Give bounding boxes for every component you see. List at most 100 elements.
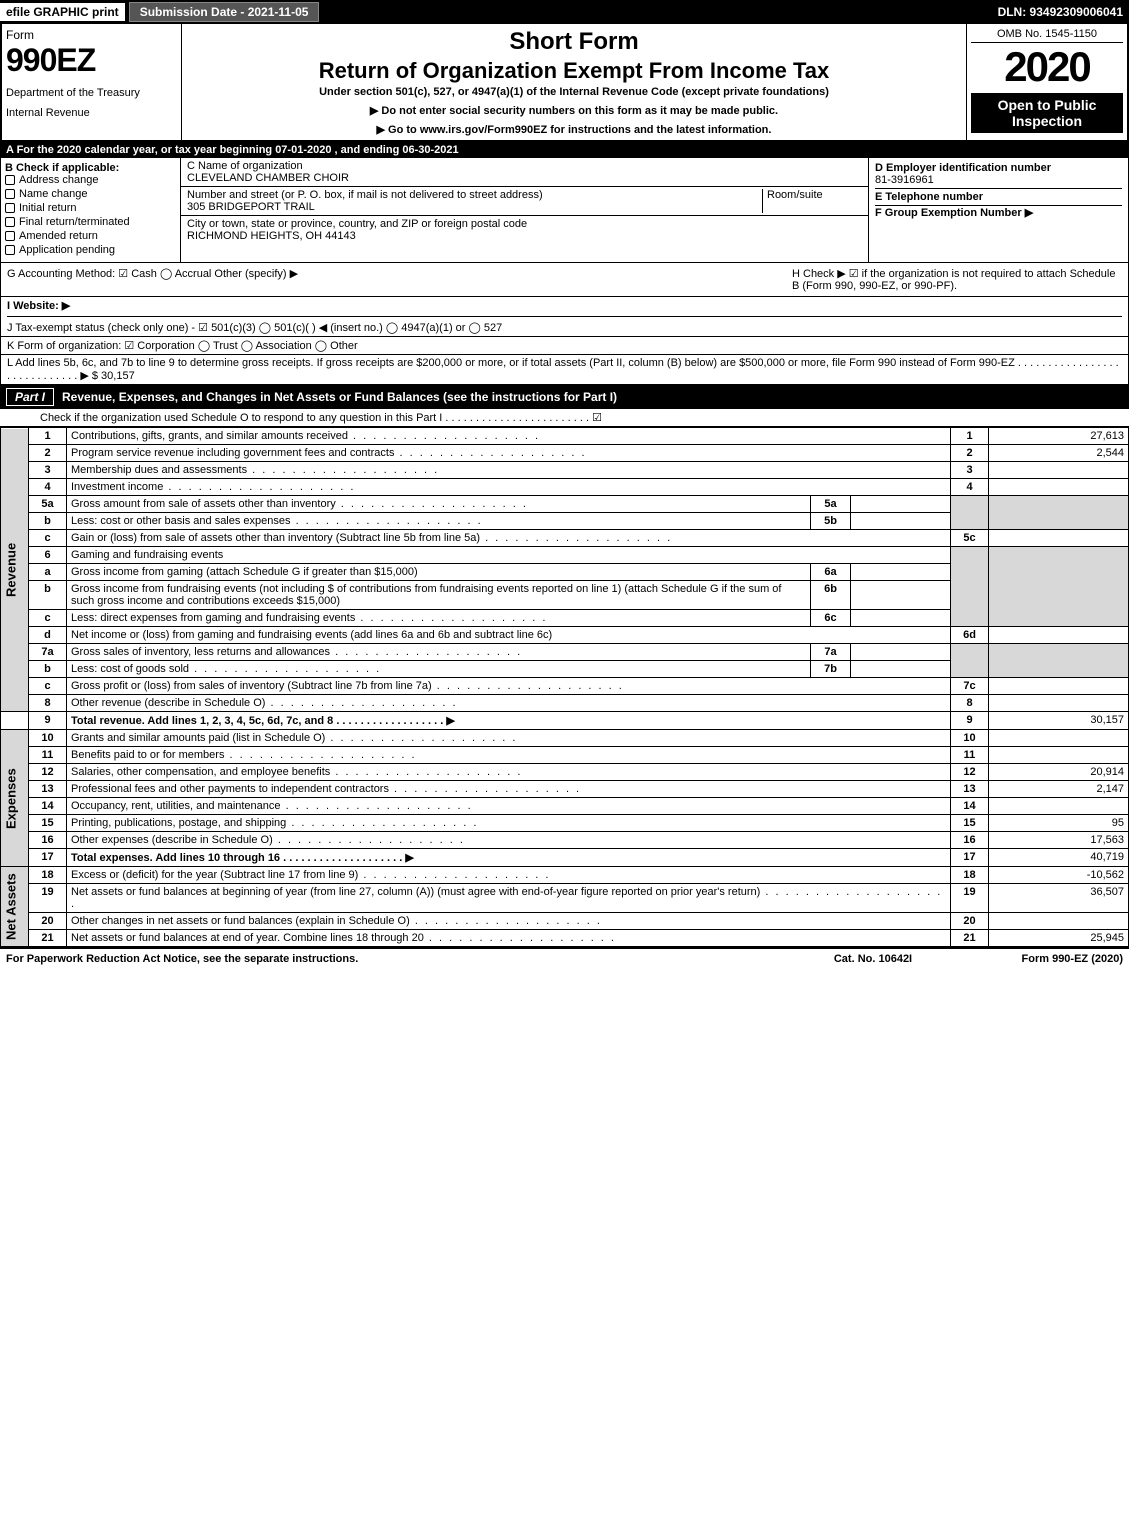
group-exemption-row: F Group Exemption Number ▶ <box>875 206 1122 219</box>
line-num: 21 <box>29 930 67 947</box>
line-desc: Gross amount from sale of assets other t… <box>71 498 336 510</box>
line-desc: Other changes in net assets or fund bala… <box>71 915 410 927</box>
line-desc: Grants and similar amounts paid (list in… <box>71 732 325 744</box>
sub-line-ref: 6c <box>811 610 851 627</box>
line-desc: Gross sales of inventory, less returns a… <box>71 646 330 658</box>
line-amount <box>989 678 1129 695</box>
line-num: c <box>29 610 67 627</box>
line-amount: 25,945 <box>989 930 1129 947</box>
line-num: 14 <box>29 798 67 815</box>
sub-line-ref: 5b <box>811 513 851 530</box>
checkbox-icon[interactable] <box>5 231 15 241</box>
line-amount <box>989 730 1129 747</box>
line-num: c <box>29 530 67 547</box>
line-ref: 6d <box>951 627 989 644</box>
sub-line-val <box>851 644 951 661</box>
dept-irs: Internal Revenue <box>6 107 177 119</box>
line-num: 8 <box>29 695 67 712</box>
line-desc: Gain or (loss) from sale of assets other… <box>71 532 480 544</box>
shade-cell <box>951 644 989 678</box>
line-amount: 30,157 <box>989 712 1129 730</box>
checkbox-icon[interactable] <box>5 203 15 213</box>
part-1-label: Part I <box>6 388 54 406</box>
chk-label: Initial return <box>19 202 76 214</box>
line-desc: Less: direct expenses from gaming and fu… <box>71 612 355 624</box>
chk-amended-return[interactable]: Amended return <box>5 230 176 242</box>
sub-line-val <box>851 661 951 678</box>
line-desc: Gross income from gaming (attach Schedul… <box>71 566 418 578</box>
goto-link[interactable]: ▶ Go to www.irs.gov/Form990EZ for instru… <box>190 123 958 136</box>
accounting-method: G Accounting Method: ☑ Cash ◯ Accrual Ot… <box>7 267 792 292</box>
line-num: 17 <box>29 849 67 867</box>
line-num: b <box>29 513 67 530</box>
header-center: Short Form Return of Organization Exempt… <box>182 24 967 140</box>
col-b-header: B Check if applicable: <box>5 162 176 174</box>
chk-final-return[interactable]: Final return/terminated <box>5 216 176 228</box>
line-desc: Printing, publications, postage, and shi… <box>71 817 286 829</box>
efile-label[interactable]: efile GRAPHIC print <box>0 3 125 21</box>
checkbox-icon[interactable] <box>5 217 15 227</box>
website-label: I Website: ▶ <box>7 300 70 312</box>
line-amount: 95 <box>989 815 1129 832</box>
checkbox-icon[interactable] <box>5 175 15 185</box>
line-ref: 2 <box>951 445 989 462</box>
line-desc: Contributions, gifts, grants, and simila… <box>71 430 348 442</box>
row-i: I Website: ▶ J Tax-exempt status (check … <box>0 297 1129 337</box>
footer-cat-no: Cat. No. 10642I <box>803 953 943 965</box>
chk-address-change[interactable]: Address change <box>5 174 176 186</box>
line-desc: Net assets or fund balances at beginning… <box>71 886 760 898</box>
sub-line-val <box>851 610 951 627</box>
line-ref: 14 <box>951 798 989 815</box>
chk-label: Final return/terminated <box>19 216 130 228</box>
line-amount <box>989 798 1129 815</box>
chk-initial-return[interactable]: Initial return <box>5 202 176 214</box>
line-desc: Other expenses (describe in Schedule O) <box>71 834 273 846</box>
line-amount <box>989 695 1129 712</box>
line-num: d <box>29 627 67 644</box>
shade-cell <box>951 496 989 530</box>
line-desc: Benefits paid to or for members <box>71 749 224 761</box>
c-label: C Name of organization <box>187 160 862 172</box>
goto-link-text[interactable]: ▶ Go to www.irs.gov/Form990EZ for instru… <box>377 124 772 136</box>
line-amount: 2,147 <box>989 781 1129 798</box>
form-header: Form 990EZ Department of the Treasury In… <box>0 24 1129 142</box>
shade-cell <box>989 644 1129 678</box>
line-num: b <box>29 661 67 678</box>
line-desc: Excess or (deficit) for the year (Subtra… <box>71 869 358 881</box>
line-ref: 13 <box>951 781 989 798</box>
part-1-title: Revenue, Expenses, and Changes in Net As… <box>62 390 1123 404</box>
chk-application-pending[interactable]: Application pending <box>5 244 176 256</box>
line-ref: 18 <box>951 867 989 884</box>
line-num: 16 <box>29 832 67 849</box>
line-ref: 17 <box>951 849 989 867</box>
line-num: 7a <box>29 644 67 661</box>
line-ref: 8 <box>951 695 989 712</box>
submission-date[interactable]: Submission Date - 2021-11-05 <box>129 2 320 22</box>
shade-cell <box>989 547 1129 627</box>
line-num: 10 <box>29 730 67 747</box>
checkbox-icon[interactable] <box>5 245 15 255</box>
line-desc: Investment income <box>71 481 163 493</box>
row-l-gross-receipts: L Add lines 5b, 6c, and 7b to line 9 to … <box>0 355 1129 385</box>
line-num: 20 <box>29 913 67 930</box>
line-num: 6 <box>29 547 67 564</box>
room-suite-label: Room/suite <box>762 189 862 213</box>
line-num: 19 <box>29 884 67 913</box>
part-1-header: Part I Revenue, Expenses, and Changes in… <box>0 385 1129 409</box>
revenue-side-label: Revenue <box>1 428 29 712</box>
form-word: Form <box>6 28 177 42</box>
chk-label: Amended return <box>19 230 98 242</box>
line-desc: Gross income from fundraising events (no… <box>71 583 781 607</box>
ein-row: D Employer identification number 81-3916… <box>875 160 1122 189</box>
line-amount <box>989 747 1129 764</box>
row-g-h: G Accounting Method: ☑ Cash ◯ Accrual Ot… <box>0 263 1129 297</box>
line-num: 13 <box>29 781 67 798</box>
checkbox-icon[interactable] <box>5 189 15 199</box>
line-amount <box>989 913 1129 930</box>
line-amount: 2,544 <box>989 445 1129 462</box>
chk-name-change[interactable]: Name change <box>5 188 176 200</box>
line-amount: 27,613 <box>989 428 1129 445</box>
row-a-tax-year: A For the 2020 calendar year, or tax yea… <box>0 142 1129 158</box>
open-to-public: Open to Public Inspection <box>971 93 1123 133</box>
short-form-title: Short Form <box>190 28 958 56</box>
